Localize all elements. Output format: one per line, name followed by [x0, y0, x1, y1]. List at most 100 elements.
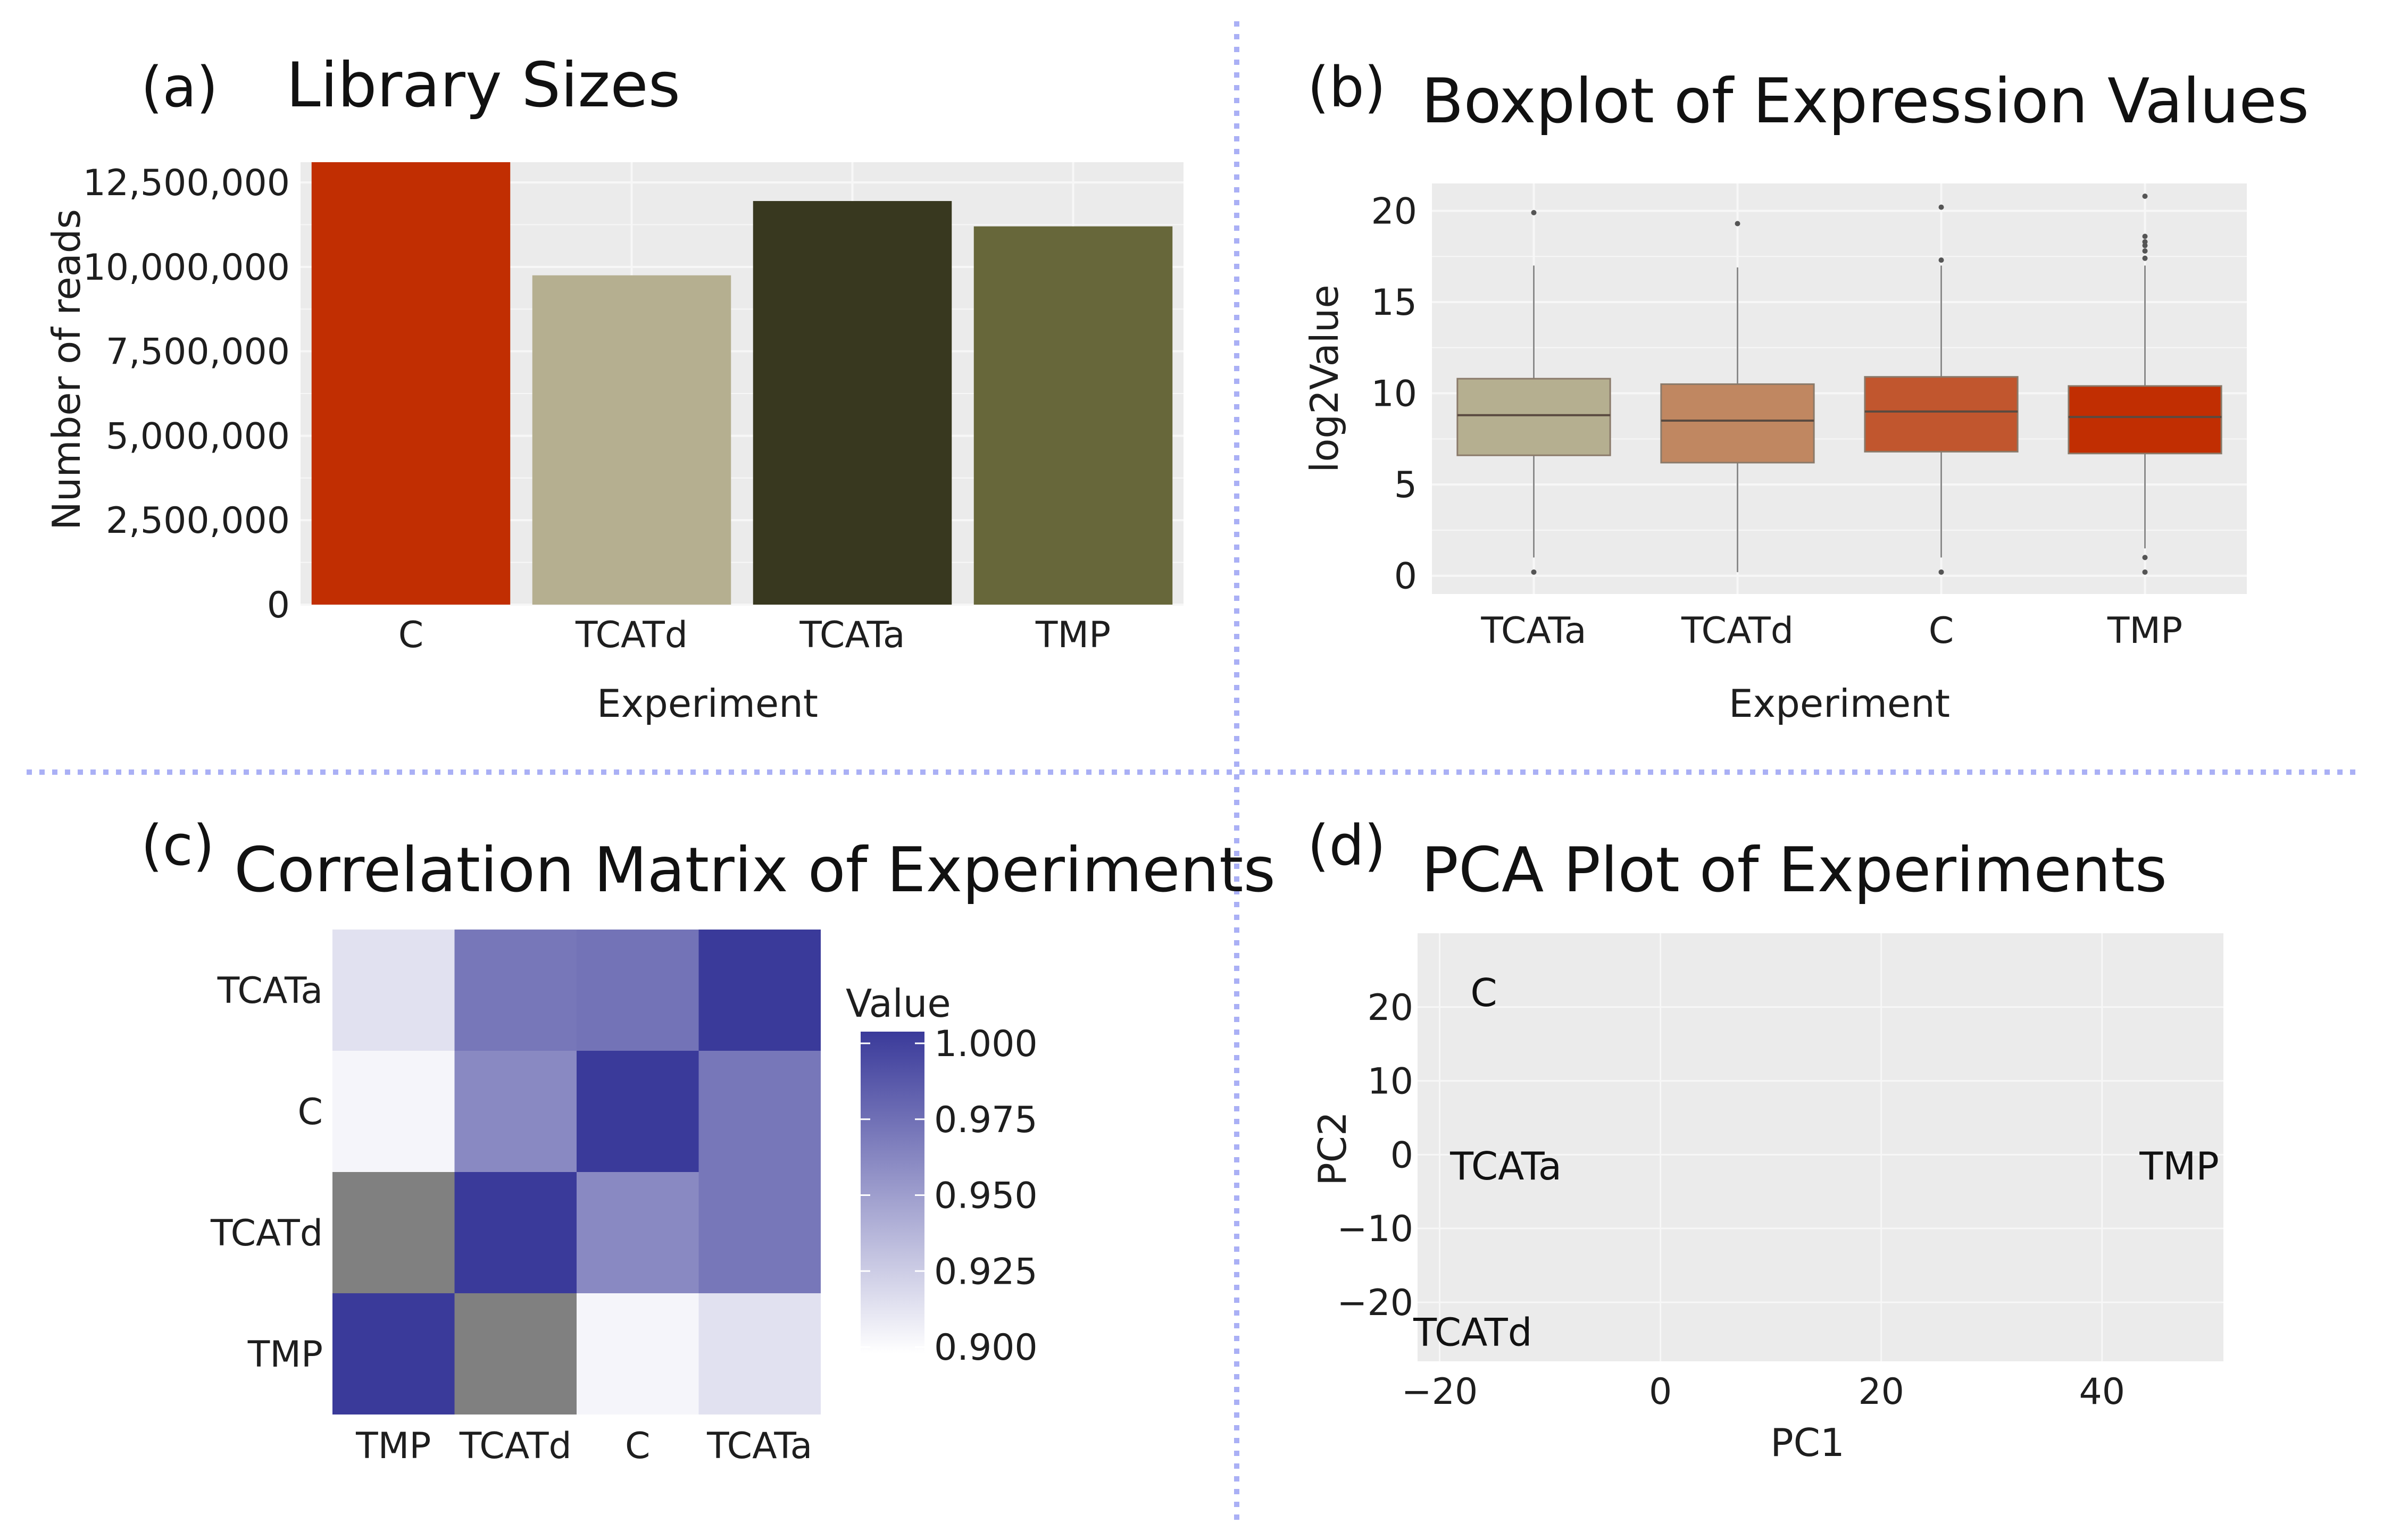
panel-a-letter: (a)	[141, 55, 218, 120]
y-tick-label-b: 0	[1394, 556, 1417, 598]
x-tick-label-d: −20	[1402, 1371, 1478, 1413]
legend-tick-label: 1.000	[934, 1023, 1038, 1065]
heatmap-cell-tcata-c	[577, 930, 699, 1051]
legend-colorbar	[861, 1032, 924, 1353]
legend-title: Value	[846, 981, 951, 1026]
heatmap-row-label: TMP	[247, 1334, 323, 1376]
heatmap-row-label: C	[298, 1091, 323, 1133]
y-tick-label-d: −20	[1337, 1282, 1413, 1324]
point-label-tcatd: TCATd	[1413, 1310, 1532, 1354]
box-c	[1864, 376, 2019, 453]
bar-tmp	[973, 226, 1173, 605]
outlier-c	[1938, 569, 1944, 575]
y-tick-label-b: 15	[1371, 282, 1417, 324]
panel-b-title: Boxplot of Expression Values	[1421, 65, 2309, 137]
outlier-tmp	[2142, 233, 2148, 239]
heatmap-cells	[332, 930, 821, 1415]
y-tick-label-a: 5,000,000	[106, 415, 290, 457]
heatmap-column-label: TMP	[355, 1425, 431, 1467]
outlier-tmp	[2142, 194, 2148, 199]
heatmap-row-labels: TCATa C TCATd TMP	[210, 970, 323, 1376]
heatmap-column-label: C	[625, 1425, 650, 1467]
x-axis-title-b: Experiment	[1729, 681, 1950, 726]
bar-tcata	[753, 201, 952, 605]
y-tick-label-d: 10	[1367, 1061, 1413, 1103]
x-tick-label-b: TCATd	[1681, 610, 1794, 652]
heatmap-row-label: TCATa	[217, 970, 323, 1012]
heatmap-cell-c-tcata	[698, 1051, 821, 1172]
heatmap-cell-c-c	[577, 1051, 699, 1172]
y-tick-label-a: 2,500,000	[106, 500, 290, 542]
heatmap-cell-tcatd-tcata	[698, 1172, 821, 1293]
heatmap-cell-tmp-tcata	[698, 1293, 821, 1415]
x-tick-label-d: 0	[1649, 1371, 1672, 1413]
panel-d: (d) PCA Plot of Experiments C TCATa TMP TCA…	[1307, 813, 2223, 1465]
bar-c	[311, 162, 511, 605]
outlier-tcata	[1531, 569, 1537, 575]
y-tick-label-a: 7,500,000	[106, 331, 290, 373]
outlier-c	[1938, 257, 1944, 263]
heatmap-cell-tcata-tcatd	[454, 930, 577, 1051]
outlier-tmp	[2142, 569, 2148, 575]
heatmap-cell-tmp-c	[577, 1293, 699, 1415]
panel-c: (c) Correlation Matrix of Experiments TC…	[141, 813, 1276, 1467]
x-tick-label-a: TCATd	[575, 614, 688, 656]
x-axis-title-d: PC1	[1770, 1420, 1845, 1465]
points-d: C TCATa TMP TCATd	[1413, 970, 2219, 1354]
y-tick-label-b: 10	[1371, 373, 1417, 415]
heatmap-cell-tmp-tmp	[332, 1293, 455, 1415]
x-tick-label-a: TMP	[1035, 614, 1111, 656]
panel-a-title: Library Sizes	[286, 49, 680, 121]
boxes-b	[1456, 194, 2222, 575]
heatmap-cell-c-tmp	[332, 1051, 455, 1172]
x-axis-ticks-b: TCATa TCATd C TMP	[1480, 610, 2182, 652]
heatmap-cell-tmp-tcatd	[454, 1293, 577, 1415]
y-axis-title-a: Number of reads	[44, 209, 89, 530]
x-tick-label-a: TCATa	[799, 614, 905, 656]
panel-c-letter: (c)	[141, 813, 214, 878]
box-tcata	[1456, 378, 1611, 456]
heatmap-cell-tcatd-tcatd	[454, 1172, 577, 1293]
outlier-tmp	[2142, 239, 2148, 245]
heatmap-column-label: TCATa	[706, 1425, 812, 1467]
point-label-tcata: TCATa	[1449, 1144, 1562, 1189]
box-tcatd	[1660, 383, 1815, 464]
y-axis-ticks-d: −20 −10 0 10 20	[1337, 987, 1413, 1324]
outlier-tcata	[1531, 210, 1537, 215]
box-tmp	[2068, 385, 2222, 455]
x-tick-label-d: 40	[2079, 1371, 2125, 1413]
y-axis-title-b: log2Value	[1302, 284, 1347, 472]
outlier-tmp	[2142, 555, 2148, 560]
panel-a: (a) Library Sizes 0 2,500,000 5,000,000 7,5…	[44, 49, 1184, 726]
outlier-tmp	[2142, 248, 2148, 254]
y-tick-label-d: 20	[1367, 987, 1413, 1029]
y-axis-title-d: PC2	[1310, 1111, 1355, 1186]
y-axis-ticks-b: 0 5 10 15 20	[1371, 190, 1417, 597]
x-tick-label-a: C	[398, 614, 423, 656]
legend-tick-label: 0.950	[934, 1175, 1038, 1217]
heatmap-cell-tcatd-tmp	[332, 1172, 455, 1293]
legend-tick-label: 0.900	[934, 1327, 1038, 1369]
gridlines-d	[1418, 933, 2223, 1361]
x-axis-title-a: Experiment	[597, 681, 818, 726]
outlier-tmp	[2142, 255, 2148, 261]
point-label-c: C	[1470, 970, 1497, 1015]
y-tick-label-b: 20	[1371, 190, 1417, 232]
panel-d-title: PCA Plot of Experiments	[1421, 834, 2167, 906]
x-tick-label-b: TMP	[2107, 610, 2182, 652]
heatmap-column-label: TCATd	[459, 1425, 572, 1467]
x-tick-label-d: 20	[1858, 1371, 1904, 1413]
plot-area-d	[1418, 933, 2223, 1361]
y-tick-label-a: 12,500,000	[83, 162, 290, 204]
heatmap-cell-tcata-tcata	[698, 930, 821, 1051]
y-tick-label-d: −10	[1337, 1208, 1413, 1250]
outlier-tcatd	[1735, 221, 1740, 227]
heatmap-row-label: TCATd	[210, 1212, 323, 1254]
point-label-tmp: TMP	[2139, 1144, 2219, 1189]
y-tick-label-a: 10,000,000	[83, 247, 290, 289]
y-tick-label-b: 5	[1394, 464, 1417, 506]
x-tick-label-b: C	[1929, 610, 1954, 652]
heatmap-column-labels: TMP TCATd C TCATa	[355, 1425, 812, 1467]
y-axis-ticks-a: 0 2,500,000 5,000,000 7,500,000 10,000,000 12…	[83, 162, 290, 626]
